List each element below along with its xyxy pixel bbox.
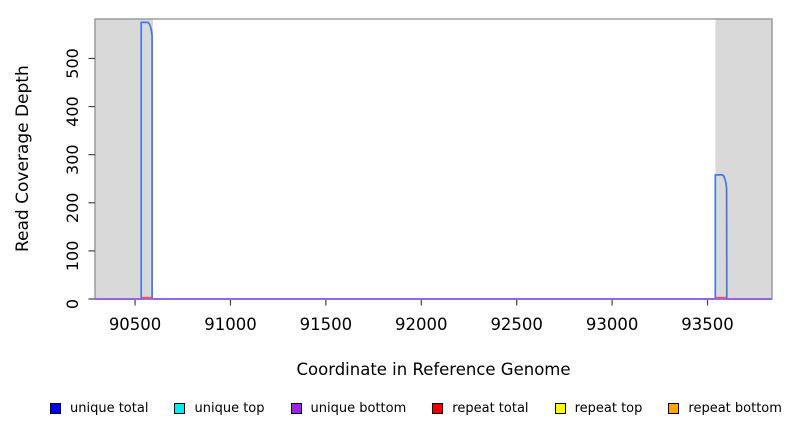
- masked-region: [715, 19, 772, 299]
- legend-swatch-repeat-top: [554, 402, 566, 414]
- legend-swatch-unique-bottom: [290, 402, 302, 414]
- y-tick-label: 400: [63, 96, 82, 127]
- x-tick-label: 91500: [300, 315, 353, 334]
- series-unique-total: [95, 21, 772, 300]
- legend-swatch-unique-total: [50, 402, 61, 414]
- y-tick-label: 200: [63, 193, 82, 224]
- legend-label-repeat-bottom: repeat bottom: [688, 400, 782, 416]
- legend-label-unique-total: unique total: [70, 400, 149, 416]
- x-tick-label: 91000: [204, 315, 257, 334]
- x-tick-label: 90500: [109, 315, 162, 334]
- legend-item-repeat-top: repeat top: [554, 400, 643, 416]
- x-tick-label: 92500: [490, 315, 543, 334]
- legend-swatch-repeat-total: [432, 402, 444, 414]
- legend-item-repeat-bottom: repeat bottom: [668, 401, 782, 416]
- legend-label-repeat-total: repeat total: [452, 400, 529, 416]
- x-tick-label: 92000: [395, 315, 448, 334]
- plot-border: [94, 18, 773, 300]
- legend-swatch-unique-top: [174, 402, 186, 414]
- y-tick-label: 0: [63, 299, 82, 309]
- y-tick-label: 500: [63, 48, 82, 79]
- x-axis-title: Coordinate in Reference Genome: [296, 360, 571, 379]
- y-tick-label: 100: [63, 241, 82, 272]
- legend-item-unique-bottom: unique bottom: [290, 400, 407, 416]
- legend-item-unique-top: unique top: [174, 400, 265, 416]
- legend-item-repeat-total: repeat total: [432, 400, 529, 416]
- legend: unique total unique top unique bottom repea…: [50, 398, 782, 418]
- y-tick-label: 300: [63, 144, 82, 175]
- legend-item-unique-total: unique total: [50, 401, 148, 416]
- legend-label-unique-bottom: unique bottom: [310, 400, 407, 416]
- masked-region: [95, 19, 154, 299]
- legend-label-unique-top: unique top: [194, 400, 265, 416]
- legend-swatch-repeat-bottom: [668, 402, 680, 414]
- x-tick-label: 93000: [586, 315, 639, 334]
- x-tick-label: 93500: [681, 315, 734, 334]
- legend-label-repeat-top: repeat top: [574, 400, 643, 416]
- y-axis-title: Read Coverage Depth: [13, 65, 33, 253]
